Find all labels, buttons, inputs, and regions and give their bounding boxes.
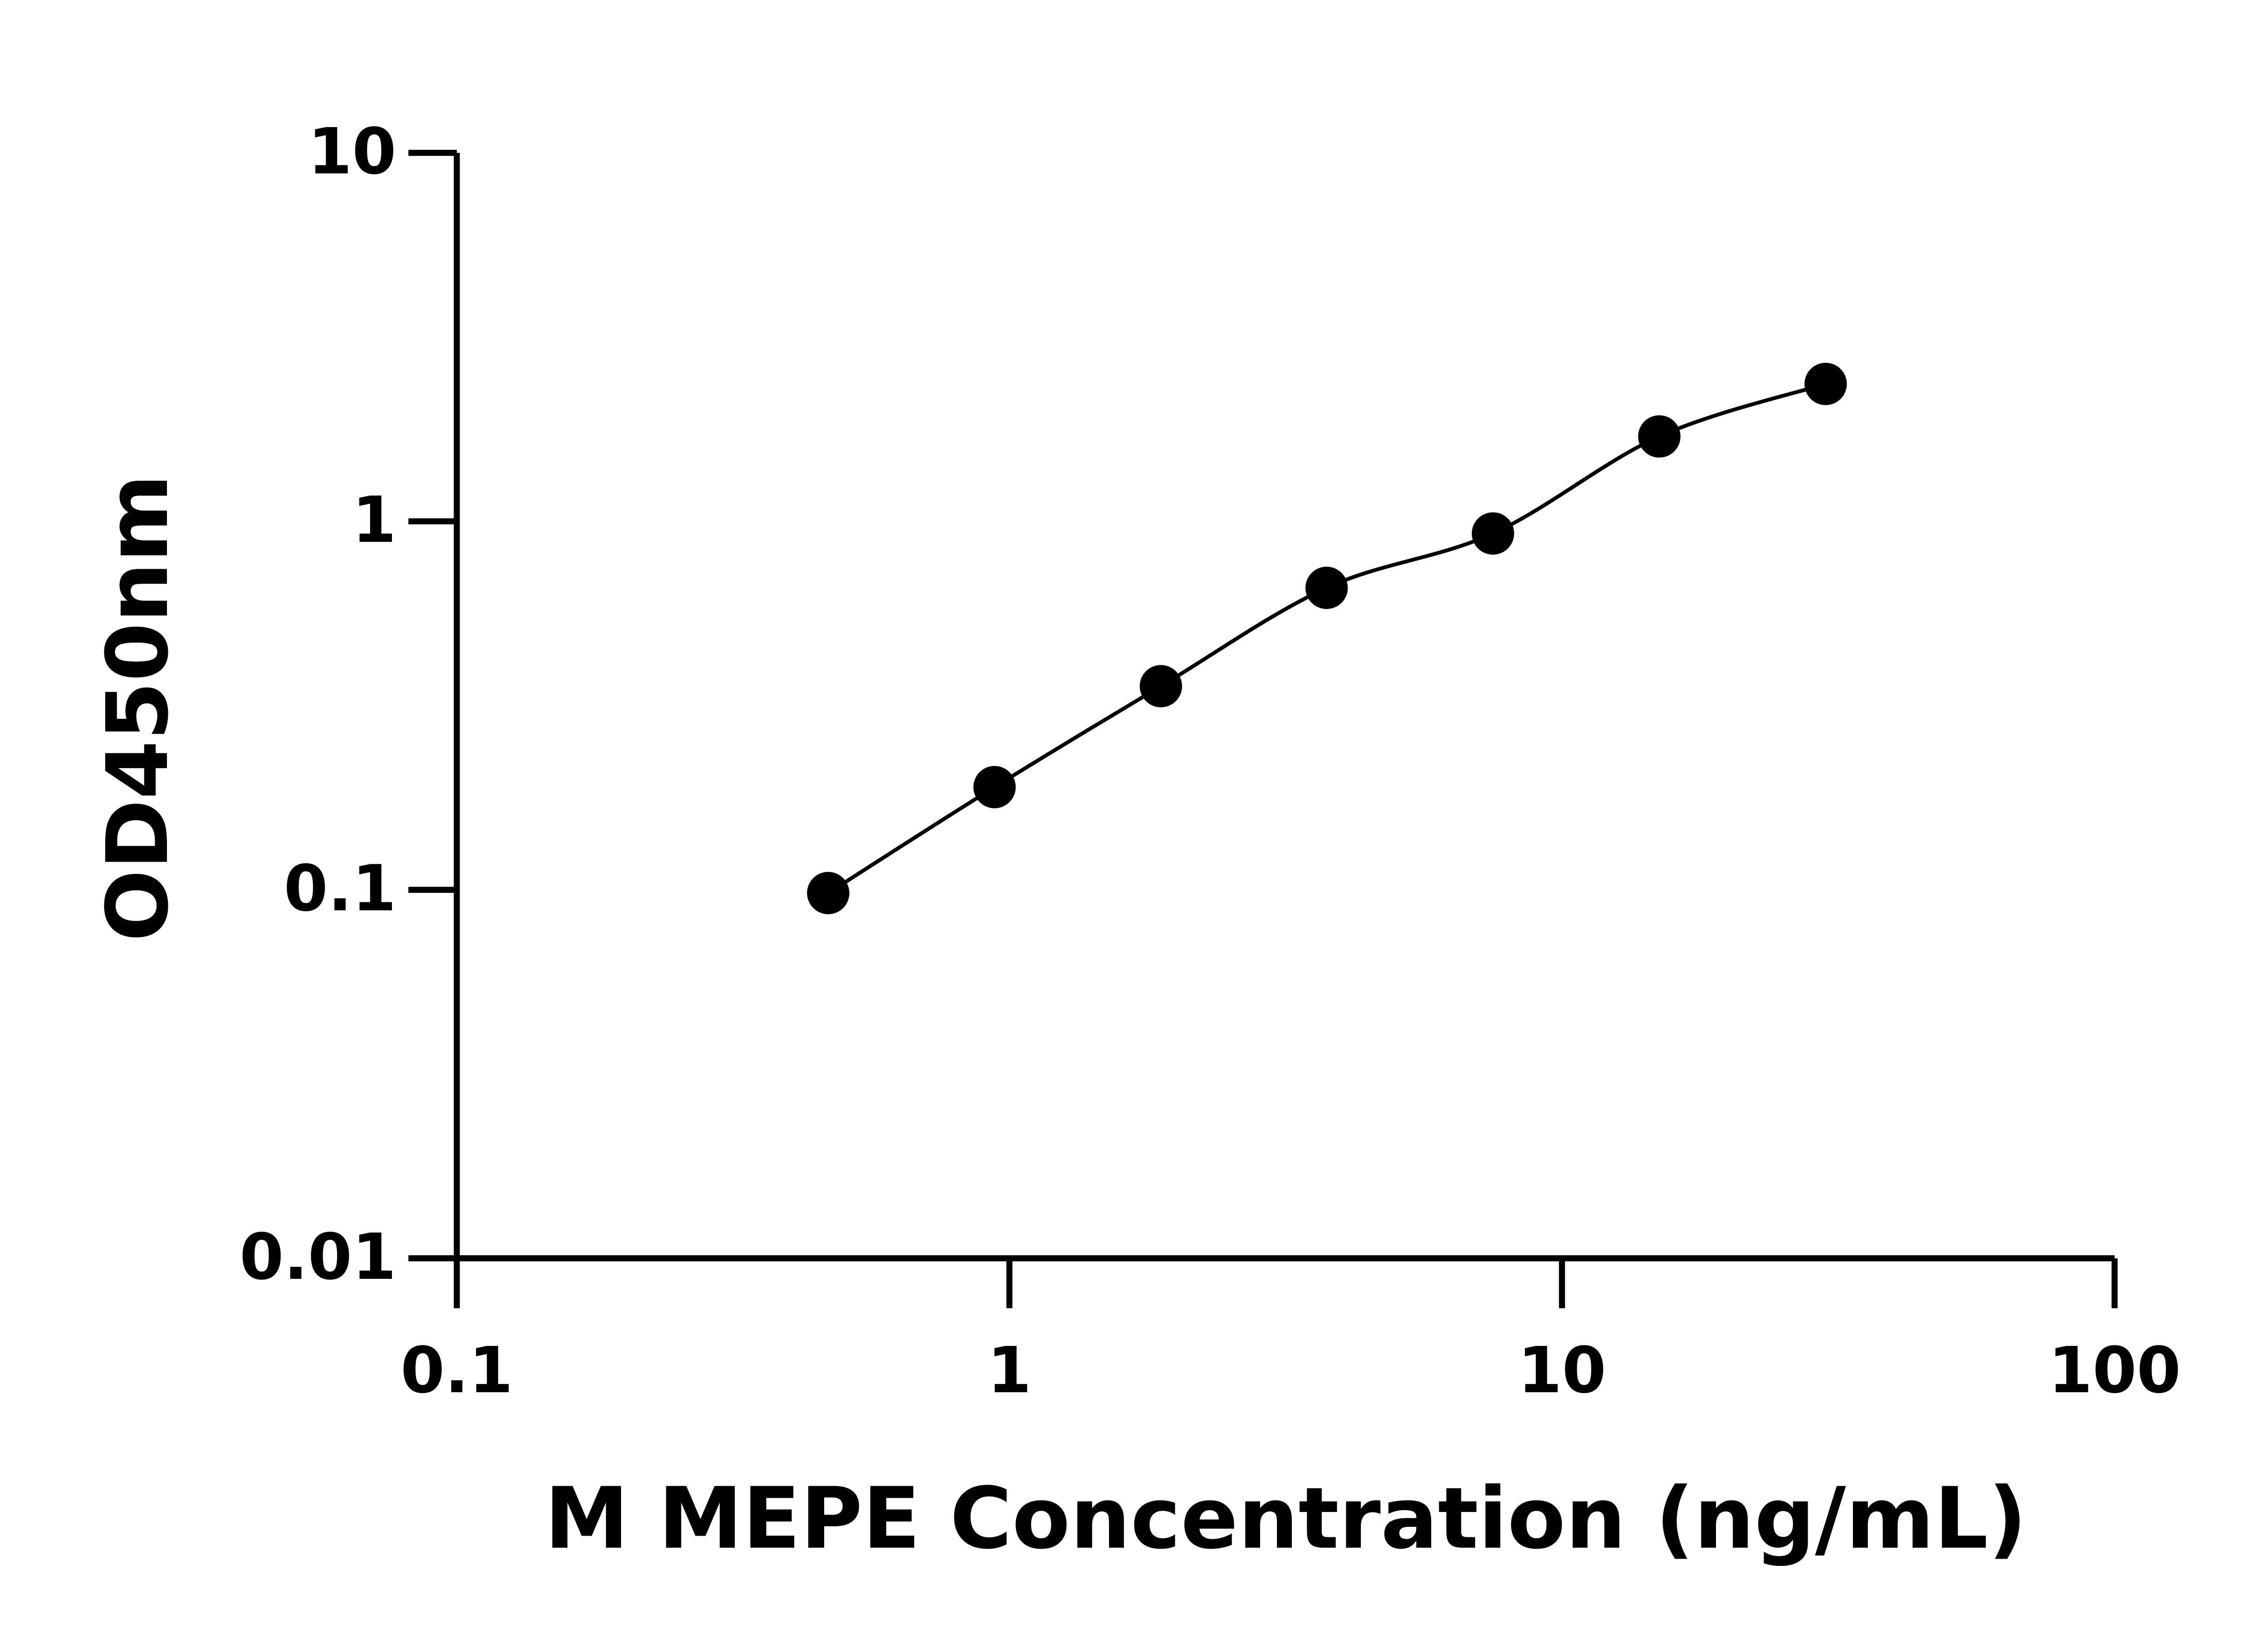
data-point [1305, 566, 1348, 609]
y-tick-label: 1 [352, 483, 396, 557]
x-tick-label: 1 [987, 1334, 1031, 1408]
y-tick-label: 0.1 [284, 852, 396, 926]
data-point [807, 872, 850, 914]
data-point [1139, 665, 1182, 707]
x-axis-title: M MEPE Concentration (ng/mL) [545, 1470, 2027, 1568]
data-point [1638, 415, 1681, 458]
data-point [973, 765, 1016, 809]
fit-curve [827, 382, 1827, 895]
x-tick-label: 10 [1518, 1334, 1606, 1408]
x-tick-label: 0.1 [401, 1334, 513, 1408]
y-tick-label: 10 [308, 115, 396, 189]
data-point [1471, 512, 1515, 555]
y-axis-title: OD450nm [89, 474, 187, 941]
data-point [1804, 362, 1847, 405]
y-tick-label: 0.01 [240, 1220, 396, 1294]
x-tick-label: 100 [2048, 1334, 2181, 1408]
